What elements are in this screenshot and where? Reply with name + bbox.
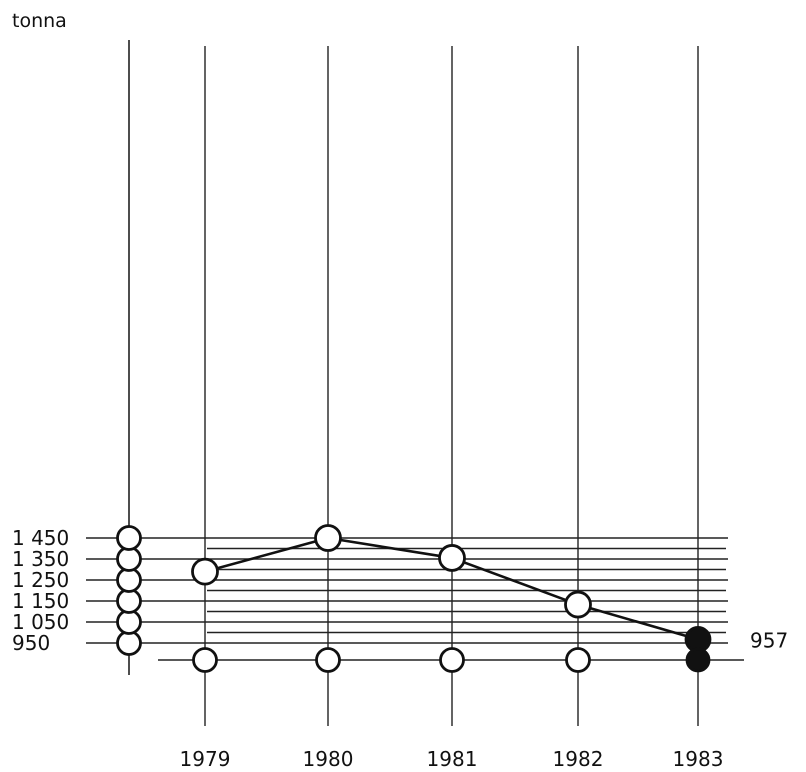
x-tick-label-1982: 1982 [553, 747, 604, 771]
y-tick-circle-1050 [116, 609, 142, 635]
data-point-1979 [191, 557, 219, 586]
x-tick-label-1980: 1980 [303, 747, 354, 771]
x-tick-label-1983: 1983 [673, 747, 724, 771]
data-point-1980 [314, 524, 342, 552]
baseline-marker-1979 [192, 647, 218, 673]
markers [116, 524, 712, 673]
y-tick-circle-1150 [116, 588, 142, 614]
y-axis-unit-label: tonna [12, 10, 67, 32]
y-tick-circle-1450 [116, 525, 142, 551]
x-tick-label-1981: 1981 [427, 747, 478, 771]
y-tick-label-950: 950 [12, 631, 50, 655]
x-tick-label-1979: 1979 [180, 747, 231, 771]
y-tick-circle-950 [116, 630, 142, 656]
baseline-marker-1983 [685, 647, 711, 673]
y-tick-label-1350: 1 350 [12, 547, 69, 571]
data-point-1981 [438, 544, 466, 572]
baseline-marker-1981 [439, 647, 465, 673]
y-tick-circle-1350 [116, 546, 142, 572]
y-tick-label-1250: 1 250 [12, 568, 69, 592]
annotation-value-label: 957 [750, 628, 788, 652]
data-point-1982 [564, 590, 592, 619]
y-tick-circle-1250 [116, 567, 142, 593]
y-tick-label-1050: 1 050 [12, 610, 69, 634]
baseline-marker-1980 [315, 647, 341, 673]
y-tick-label-1150: 1 150 [12, 589, 69, 613]
grid [86, 46, 728, 726]
baseline-marker-1982 [565, 647, 591, 673]
y-tick-label-1450: 1 450 [12, 526, 69, 550]
